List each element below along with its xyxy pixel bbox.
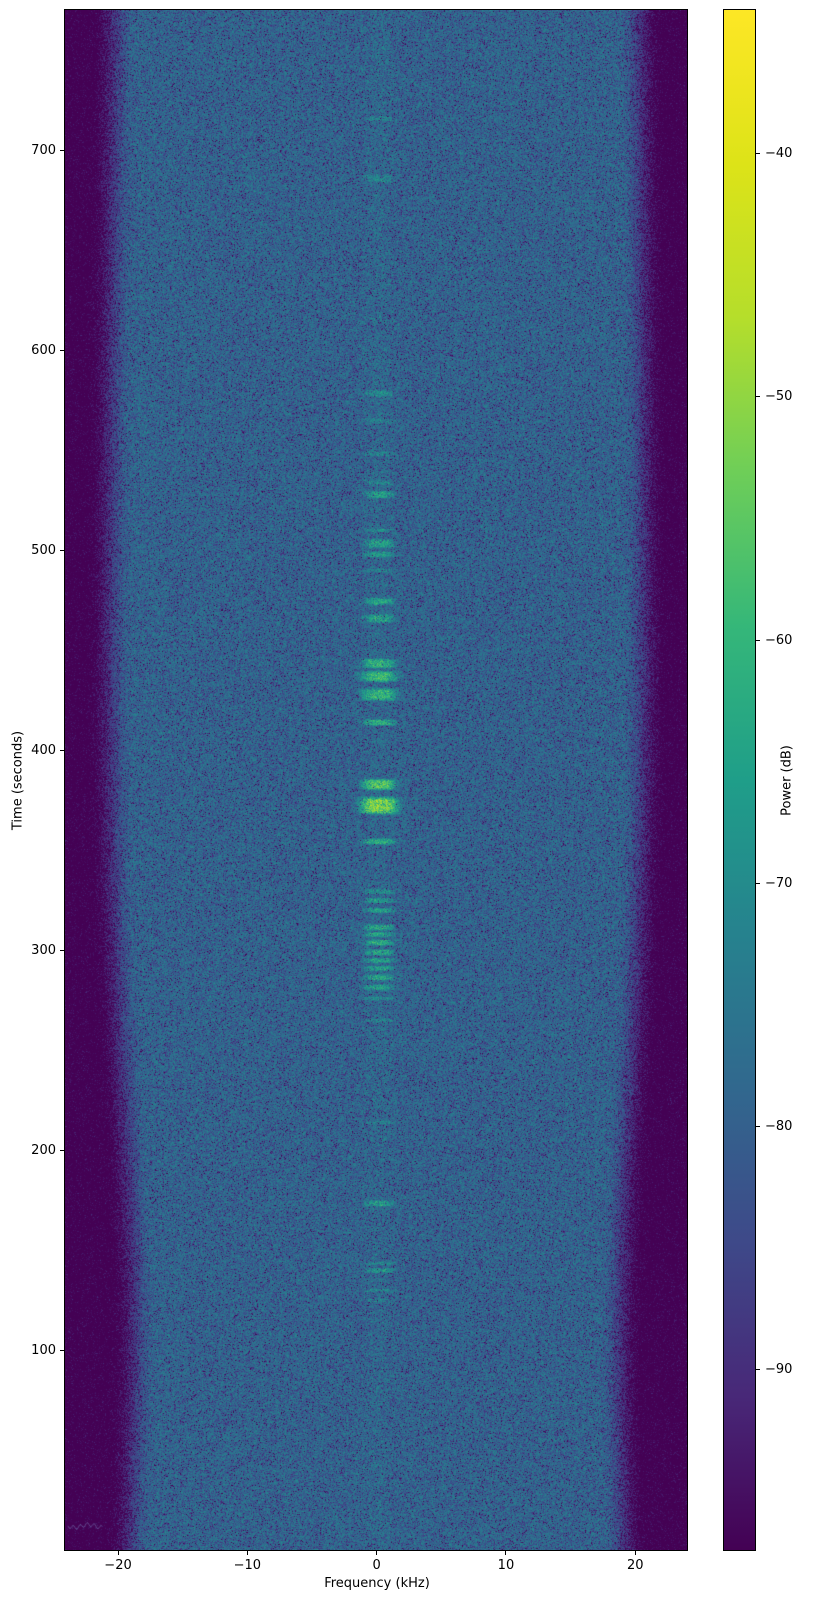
y-tick-mark	[60, 1350, 64, 1351]
colorbar-tick-mark	[756, 1126, 760, 1127]
colorbar-tick-mark	[756, 1369, 760, 1370]
figure: Time (seconds) Frequency (kHz) Power (dB…	[0, 0, 823, 1603]
colorbar-tick-label: −90	[765, 1363, 813, 1376]
y-tick-mark	[60, 950, 64, 951]
y-tick-label: 700	[8, 144, 56, 157]
colorbar-tick-mark	[756, 883, 760, 884]
x-axis-label: Frequency (kHz)	[296, 1576, 458, 1591]
y-tick-label: 300	[8, 944, 56, 957]
colorbar-label: Power (dB)	[780, 701, 795, 861]
y-axis-label: Time (seconds)	[11, 701, 26, 861]
y-tick-label: 200	[8, 1144, 56, 1157]
colorbar-tick-label: −60	[765, 634, 813, 647]
x-tick-label: 10	[482, 1559, 530, 1572]
y-tick-mark	[60, 750, 64, 751]
colorbar-tick-label: −40	[765, 147, 813, 160]
spectrogram-canvas	[65, 10, 687, 1550]
y-tick-mark	[60, 150, 64, 151]
x-tick-label: 20	[611, 1559, 659, 1572]
x-tick-mark	[505, 1551, 506, 1555]
y-tick-mark	[60, 1150, 64, 1151]
colorbar-tick-label: −70	[765, 877, 813, 890]
x-tick-label: −20	[94, 1559, 142, 1572]
colorbar-gradient	[723, 9, 756, 1551]
y-tick-label: 500	[8, 544, 56, 557]
y-tick-mark	[60, 350, 64, 351]
y-tick-label: 400	[8, 744, 56, 757]
colorbar-tick-label: −50	[765, 390, 813, 403]
plot-area	[64, 9, 688, 1551]
y-tick-label: 100	[8, 1344, 56, 1357]
x-tick-mark	[635, 1551, 636, 1555]
x-tick-label: 0	[353, 1559, 401, 1572]
y-tick-label: 600	[8, 344, 56, 357]
y-tick-mark	[60, 550, 64, 551]
x-tick-label: −10	[223, 1559, 271, 1572]
x-tick-mark	[376, 1551, 377, 1555]
colorbar-tick-mark	[756, 153, 760, 154]
colorbar-tick-label: −80	[765, 1120, 813, 1133]
x-tick-mark	[247, 1551, 248, 1555]
colorbar-tick-mark	[756, 640, 760, 641]
colorbar-tick-mark	[756, 396, 760, 397]
x-tick-mark	[118, 1551, 119, 1555]
